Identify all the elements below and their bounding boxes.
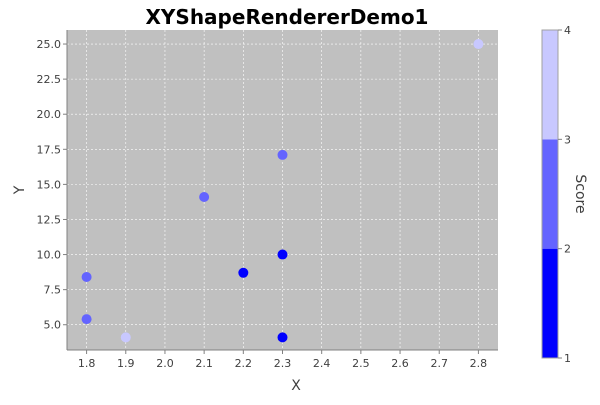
paint-scale-band [542,30,558,140]
y-tick-label: 20.0 [37,108,62,121]
paint-scale-legend: 1 2 3 4 Score [541,24,588,365]
y-tick-label: 22.5 [37,73,62,86]
x-tick-label: 2.3 [274,357,292,370]
y-tick-label: 25.0 [37,38,62,51]
data-point [120,332,131,343]
y-tick-label: 7.5 [44,284,62,297]
paint-scale-tick-label: 3 [564,133,571,146]
x-axis-ticks: 1.8 1.9 2.0 2.1 2.2 2.3 2.4 2.5 2.6 2.7 2.8 [78,350,487,370]
chart-title: XYShapeRendererDemo1 [146,5,429,29]
x-axis-label: X [291,378,301,394]
x-tick-label: 2.4 [313,357,331,370]
data-points [81,39,484,343]
y-axis-ticks: 5.0 7.5 10.0 12.5 15.0 17.5 20.0 22.5 25.0 [37,38,67,332]
data-point [473,39,484,50]
data-point [199,192,210,203]
x-tick-label: 1.9 [117,357,135,370]
data-point [277,249,288,260]
paint-scale-band [542,248,558,358]
paint-scale-frame [541,29,559,359]
y-axis-label: Y [12,185,28,195]
data-point [277,332,288,343]
x-tick-label: 2.0 [156,357,174,370]
y-tick-label: 12.5 [37,213,62,226]
paint-scale-tick-label: 1 [564,352,571,365]
y-tick-label: 15.0 [37,178,62,191]
x-tick-label: 2.1 [195,357,213,370]
x-tick-label: 2.8 [470,357,488,370]
x-tick-label: 2.6 [391,357,409,370]
y-tick-label: 10.0 [37,249,62,262]
paint-scale-tick-label: 2 [564,243,571,256]
x-tick-label: 2.2 [235,357,253,370]
paint-scale-label: Score [572,174,588,213]
data-point [81,272,92,283]
paint-scale-band [542,139,558,249]
x-tick-label: 2.7 [430,357,448,370]
x-tick-label: 1.8 [78,357,96,370]
data-point [238,267,249,278]
data-point [81,314,92,325]
x-tick-label: 2.5 [352,357,370,370]
gridlines [67,30,498,350]
y-tick-label: 17.5 [37,143,62,156]
paint-scale-tick-label: 4 [564,24,571,37]
y-tick-label: 5.0 [44,319,62,332]
data-point [277,149,288,160]
